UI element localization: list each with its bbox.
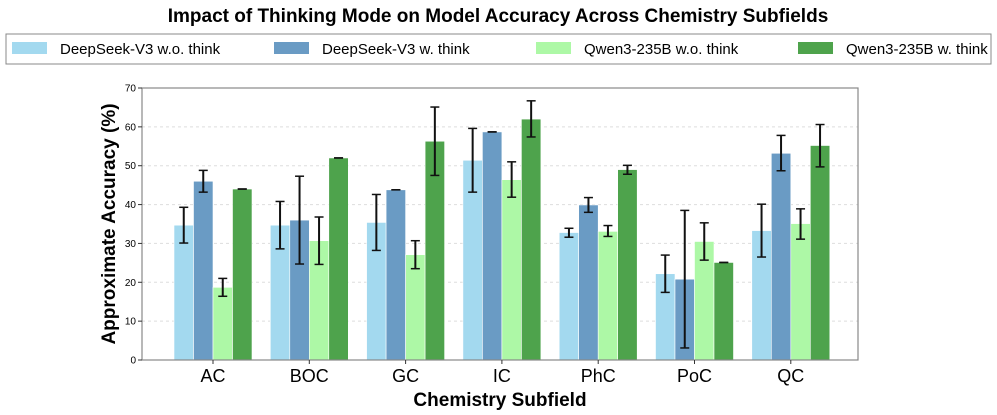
y-tick-label: 40	[125, 200, 137, 211]
bar	[770, 152, 792, 361]
legend-label: DeepSeek-V3 w. think	[322, 41, 470, 58]
y-tick-label: 30	[125, 239, 137, 250]
chart-title: Impact of Thinking Mode on Model Accurac…	[168, 6, 829, 27]
legend-label: Qwen3-235B w.o. think	[584, 41, 739, 58]
bar	[521, 118, 542, 361]
y-axis-label: Approximate Accuracy (%)	[99, 103, 120, 344]
x-tick-label: IC	[493, 366, 511, 386]
bar	[809, 145, 831, 361]
legend: DeepSeek-V3 w.o. think DeepSeek-V3 w. thi…	[12, 41, 988, 58]
plot-frame	[141, 87, 859, 361]
y-tick-label: 60	[125, 122, 137, 133]
bar	[501, 179, 522, 361]
legend-swatch	[12, 42, 47, 54]
bar	[193, 180, 214, 361]
bar	[173, 224, 194, 361]
legend-label: DeepSeek-V3 w.o. think	[60, 41, 221, 58]
x-tick-label: PoC	[677, 366, 712, 386]
bar	[328, 157, 349, 361]
bar	[385, 189, 406, 361]
x-tick-label: PhC	[581, 366, 616, 386]
x-tick-label: AC	[200, 366, 225, 386]
legend-swatch	[274, 42, 309, 54]
bar	[482, 131, 503, 361]
bar	[578, 204, 599, 361]
bar	[232, 188, 253, 361]
x-tick-label: BOC	[290, 366, 329, 386]
x-tick-label: QC	[777, 366, 804, 386]
x-tick-label: GC	[392, 366, 419, 386]
legend-swatch	[798, 42, 833, 54]
legend-label: Qwen3-235B w. think	[846, 41, 988, 58]
bar	[790, 223, 811, 361]
y-tick-label: 50	[125, 161, 137, 172]
legend-swatch	[536, 42, 571, 54]
y-tick-label: 70	[125, 84, 137, 95]
bar	[617, 169, 638, 361]
bar	[558, 232, 580, 361]
bar	[713, 262, 734, 361]
y-tick-label: 20	[125, 278, 137, 289]
x-axis-label: Chemistry Subfield	[413, 390, 586, 411]
bar	[405, 254, 426, 361]
bar	[597, 231, 619, 361]
y-tick-label: 0	[130, 356, 136, 367]
y-tick-label: 10	[125, 317, 137, 328]
bar	[212, 287, 233, 361]
